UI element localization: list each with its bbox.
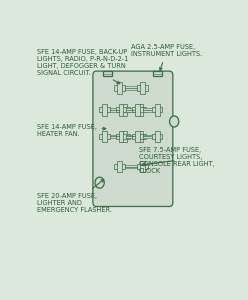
Bar bbox=[119, 131, 123, 142]
Bar bbox=[136, 107, 146, 112]
Bar bbox=[102, 131, 107, 142]
Text: SFE 7.5-AMP FUSE,
COURTESY LIGHTS,
CONSOLE REAR LIGHT,
CLOCK: SFE 7.5-AMP FUSE, COURTESY LIGHTS, CONSO… bbox=[139, 147, 214, 174]
Bar bbox=[132, 134, 143, 139]
Bar bbox=[136, 134, 146, 139]
Bar bbox=[99, 134, 110, 139]
Text: SFE 14-AMP FUSE,
HEATER FAN.: SFE 14-AMP FUSE, HEATER FAN. bbox=[37, 124, 106, 137]
Bar bbox=[116, 107, 126, 112]
Bar bbox=[125, 86, 137, 90]
Bar bbox=[103, 71, 112, 76]
Bar bbox=[122, 131, 127, 142]
Circle shape bbox=[95, 177, 104, 188]
Circle shape bbox=[170, 116, 179, 127]
Bar bbox=[114, 85, 125, 91]
Bar bbox=[143, 135, 152, 138]
Bar bbox=[135, 104, 140, 116]
Text: SFE 14-AMP FUSE, BACK-UP
LIGHTS, RADIO, P-R-N-D-2-1
LIGHT, DEFOGGER & TURN
SIGNA: SFE 14-AMP FUSE, BACK-UP LIGHTS, RADIO, … bbox=[37, 49, 128, 84]
Bar bbox=[139, 104, 143, 116]
Bar bbox=[140, 82, 145, 94]
Bar bbox=[132, 107, 143, 112]
Bar bbox=[140, 161, 145, 172]
Bar bbox=[137, 85, 148, 91]
Bar bbox=[152, 134, 162, 139]
Bar bbox=[126, 108, 136, 112]
Bar bbox=[139, 131, 143, 142]
Bar bbox=[155, 104, 159, 116]
FancyBboxPatch shape bbox=[93, 71, 173, 206]
Bar bbox=[99, 107, 110, 112]
Bar bbox=[122, 104, 127, 116]
Bar bbox=[152, 107, 162, 112]
Bar bbox=[119, 134, 130, 139]
Bar bbox=[117, 161, 122, 172]
Text: AGA 2.5-AMP FUSE,
INSTRUMENT LIGHTS.: AGA 2.5-AMP FUSE, INSTRUMENT LIGHTS. bbox=[131, 44, 202, 70]
Bar bbox=[119, 107, 130, 112]
Bar bbox=[153, 71, 162, 76]
Bar bbox=[110, 135, 119, 138]
Bar bbox=[143, 108, 152, 112]
Bar bbox=[102, 104, 107, 116]
Bar bbox=[135, 131, 140, 142]
Bar bbox=[126, 135, 136, 138]
Bar bbox=[137, 164, 148, 169]
Text: SFE 20-AMP FUSE,
LIGHTER AND
EMERGENCY FLASHER.: SFE 20-AMP FUSE, LIGHTER AND EMERGENCY F… bbox=[37, 179, 112, 213]
Bar bbox=[119, 104, 123, 116]
Bar bbox=[114, 164, 125, 169]
Bar bbox=[117, 82, 122, 94]
Bar bbox=[116, 134, 126, 139]
Bar bbox=[155, 131, 159, 142]
Bar bbox=[110, 108, 119, 112]
Bar bbox=[125, 165, 137, 168]
